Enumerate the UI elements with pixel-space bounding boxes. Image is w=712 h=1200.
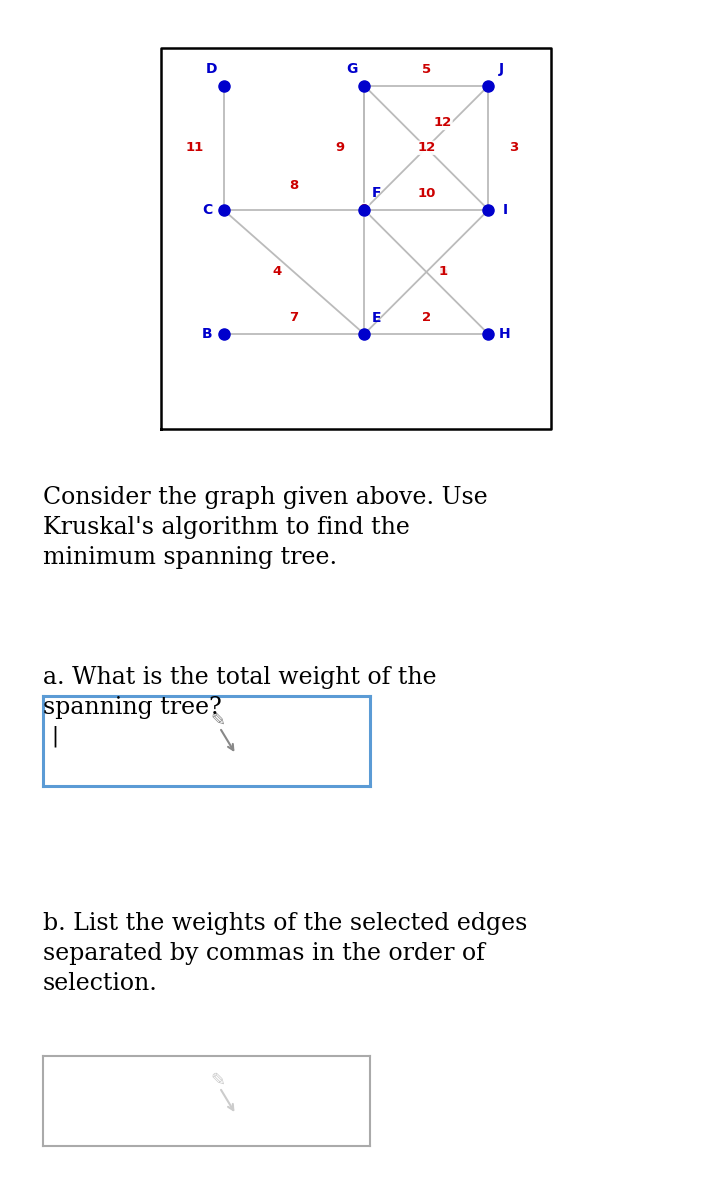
Text: 11: 11: [185, 142, 204, 155]
Text: I: I: [503, 203, 508, 217]
Text: 10: 10: [417, 187, 436, 200]
Text: Consider the graph given above. Use
Kruskal's algorithm to find the
minimum span: Consider the graph given above. Use Krus…: [43, 486, 488, 569]
Text: 8: 8: [289, 179, 298, 192]
Text: 9: 9: [360, 203, 369, 216]
Text: H: H: [499, 328, 511, 341]
Text: 7: 7: [289, 311, 298, 324]
Text: C: C: [201, 203, 212, 217]
Text: 3: 3: [508, 142, 518, 155]
Text: J: J: [498, 62, 503, 76]
Text: 12: 12: [434, 116, 452, 130]
Text: ✎: ✎: [210, 1073, 226, 1090]
Text: B: B: [201, 328, 212, 341]
Text: 6: 6: [439, 265, 448, 278]
Text: 4: 4: [273, 265, 282, 278]
Text: b. List the weights of the selected edges
separated by commas in the order of
se: b. List the weights of the selected edge…: [43, 912, 527, 996]
Text: 12: 12: [417, 142, 436, 155]
Text: F: F: [372, 186, 382, 200]
Text: |: |: [51, 726, 58, 748]
Text: G: G: [346, 62, 357, 76]
Text: 9: 9: [335, 142, 344, 155]
Text: 1: 1: [439, 265, 448, 278]
Text: a. What is the total weight of the
spanning tree?: a. What is the total weight of the spann…: [43, 666, 436, 719]
Text: D: D: [205, 62, 217, 76]
Text: 5: 5: [422, 62, 431, 76]
Text: E: E: [372, 311, 382, 324]
Text: 2: 2: [422, 311, 431, 324]
Text: ✎: ✎: [210, 713, 226, 730]
